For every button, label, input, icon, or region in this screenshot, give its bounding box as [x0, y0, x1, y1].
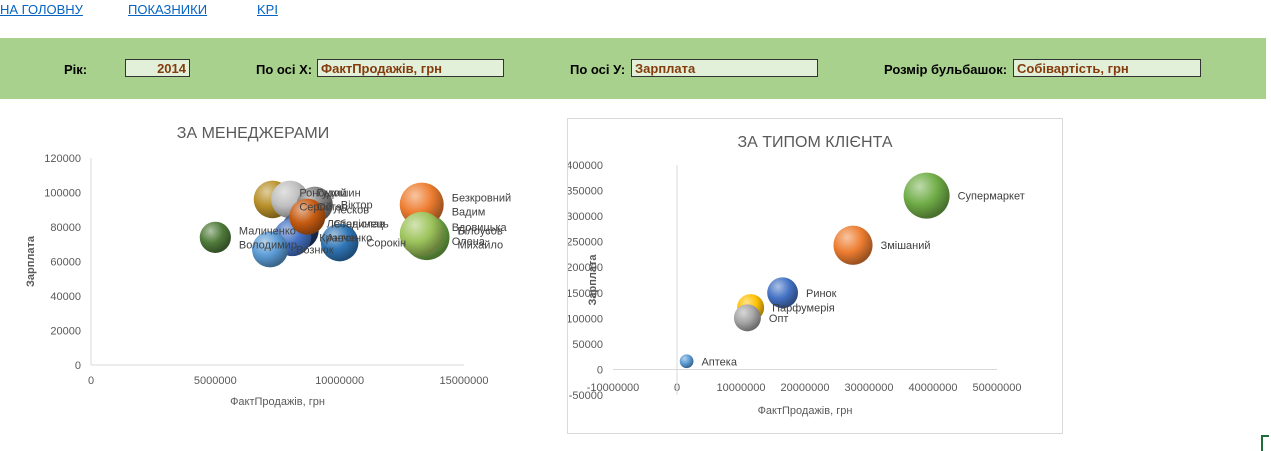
bubble-5[interactable] [679, 354, 694, 369]
y-tick-label: 20000 [50, 326, 81, 338]
y-tick-label: 60000 [50, 257, 81, 269]
bubble-label: Вдовицька Олена [452, 222, 508, 248]
x-tick-label: 20000000 [781, 382, 830, 394]
y-tick-label: 80000 [50, 222, 81, 234]
y-tick-label: 250000 [568, 237, 603, 249]
bubble-label: Білоусов Михайло [458, 225, 504, 251]
x-tick-label: 40000000 [909, 382, 958, 394]
y-tick-label: 100000 [44, 188, 81, 200]
filter-band: Рік: 2014 По осі Х: ФактПродажів, грн По… [0, 38, 1266, 99]
bubble-0[interactable] [903, 172, 950, 219]
year-field[interactable]: 2014 [125, 59, 190, 77]
x-tick-label: 30000000 [845, 382, 894, 394]
bubble-2[interactable] [767, 277, 798, 309]
x-tick-label: 10000000 [717, 382, 766, 394]
managers-bubble-chart: ЗА МЕНЕДЖЕРАМИ 0 20000 40000 60000 80000 10000… [25, 125, 511, 408]
y-tick-label: 400000 [568, 160, 603, 172]
y-axis-title: Зарплата [587, 254, 599, 306]
x-tick-label: 50000000 [973, 382, 1022, 394]
x-tick-label: 0 [88, 375, 94, 387]
y-axis-label: По осі У: [570, 62, 626, 77]
bubble-label: Маличенко Володимир [239, 225, 297, 251]
y-tick-label: 100000 [568, 313, 603, 325]
bubble-size-field[interactable]: Собівартість, грн [1013, 59, 1201, 77]
x-tick-label: 5000000 [194, 375, 237, 387]
y-tick-label: 120000 [44, 153, 81, 165]
bubble-7[interactable] [252, 231, 289, 268]
bubble-8[interactable] [320, 223, 359, 262]
y-tick-label: 40000 [50, 291, 81, 303]
chart-title: ЗА МЕНЕДЖЕРАМИ [177, 125, 329, 142]
bubble-size-label: Розмір бульбашок: [884, 62, 1008, 77]
bubble-label: Змішаний [881, 240, 931, 252]
x-axis-field[interactable]: ФактПродажів, грн [317, 59, 504, 77]
client-type-bubble-chart: ЗА ТИПОМ КЛІЄНТА -50000 0 50000 100000 150000… [566, 134, 1025, 417]
y-tick-label: 350000 [568, 186, 603, 198]
x-axis-title: ФактПродажів, грн [758, 405, 853, 417]
nav-link-home[interactable]: НА ГОЛОВНУ [0, 2, 83, 17]
year-label: Рік: [64, 62, 88, 77]
y-tick-label: 300000 [568, 211, 603, 223]
bubble-label: Ринок [806, 288, 837, 300]
managers-chart-panel[interactable]: ЗА МЕНЕДЖЕРАМИ 0 20000 40000 60000 80000 10000… [20, 112, 520, 430]
y-tick-label: -50000 [569, 390, 603, 402]
bubble-label: Кравченко [319, 232, 372, 244]
sheet-corner-mark [1261, 435, 1269, 451]
bubble-label: Ронський Сергій [299, 187, 346, 213]
bubble-0[interactable] [199, 221, 231, 253]
bubble-label: Сорокін [366, 238, 406, 250]
y-tick-label: 150000 [568, 288, 603, 300]
y-tick-label: 200000 [568, 262, 603, 274]
bubble-label: Парфумерія [772, 303, 835, 315]
x-axis-title: ФактПродажів, грн [230, 396, 325, 408]
x-tick-label: -10000000 [587, 382, 640, 394]
nav-link-indicators[interactable]: ПОКАЗНИКИ [128, 2, 208, 17]
bubble-4[interactable] [289, 198, 326, 235]
y-tick-label: 0 [75, 360, 81, 372]
y-tick-label: 0 [597, 364, 603, 376]
top-nav: НА ГОЛОВНУ ПОКАЗНИКИ KPI [0, 0, 1271, 22]
y-axis-field[interactable]: Зарплата [631, 59, 818, 77]
client-type-chart-panel[interactable]: ЗА ТИПОМ КЛІЄНТА -50000 0 50000 100000 150000… [566, 118, 1063, 434]
bubble-label: Аптека [701, 356, 737, 368]
chart-title: ЗА ТИПОМ КЛІЄНТА [737, 134, 892, 151]
bubble-4[interactable] [733, 304, 761, 332]
bubble-label: Лебединець Антон [327, 218, 389, 244]
bubble-label: Віктор [341, 200, 373, 212]
bubble-label: Гудошин Остап [317, 187, 361, 213]
bubble-label: Лесков Станіслав [333, 205, 385, 231]
y-axis-title: Зарплата [25, 235, 37, 287]
y-tick-label: 50000 [572, 339, 603, 351]
bubble-label: Супермаркет [958, 191, 1025, 203]
x-axis-label: По осі Х: [256, 62, 313, 77]
bubble-label: Вознюк [296, 244, 334, 256]
bubble-1[interactable] [833, 225, 873, 265]
x-tick-label: 15000000 [440, 375, 489, 387]
bubble-10[interactable] [399, 211, 444, 256]
x-tick-label: 10000000 [315, 375, 364, 387]
nav-link-kpi[interactable]: KPI [257, 2, 278, 17]
bubble-label: Безкровний Вадим [452, 193, 511, 219]
bubble-label: Опт [769, 313, 789, 325]
